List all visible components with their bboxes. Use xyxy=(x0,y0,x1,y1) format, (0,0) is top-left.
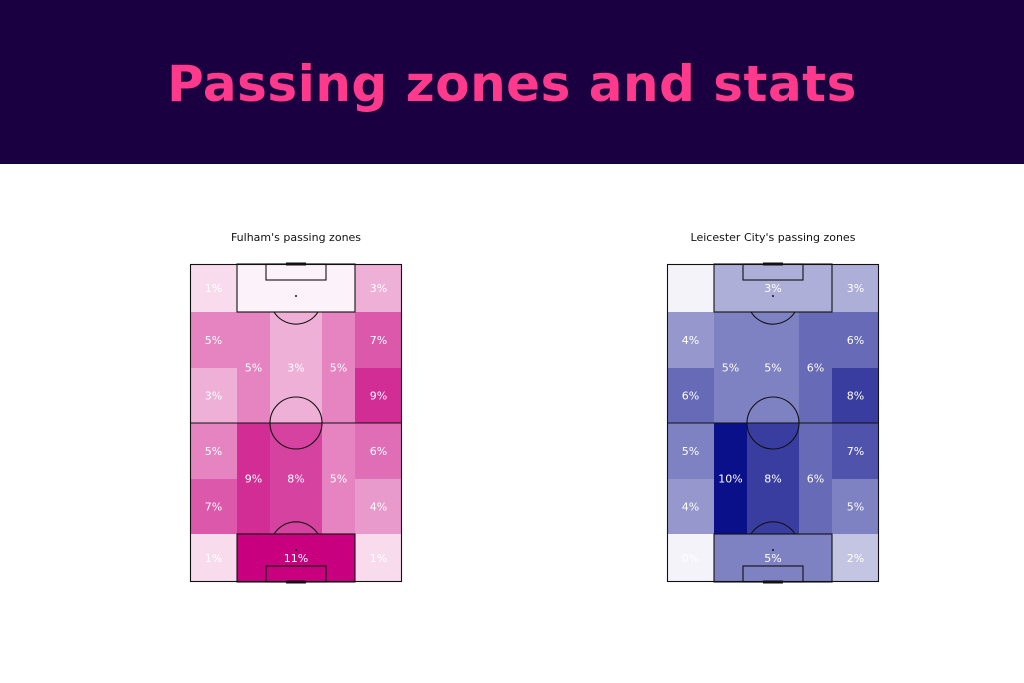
zone-cell-upper-right-wing xyxy=(355,312,402,368)
header-banner: Passing zones and stats xyxy=(0,0,1024,164)
zone-label-top-right-corner: 3% xyxy=(847,282,864,295)
leicester-passing-zones-heatmap: 3% 3% 4% 6% 5% 5% 6% 6% 8% 5% 4% 10% 8% 6% 7% 5% 0% 5% 2% xyxy=(666,262,880,584)
zone-label-right-wing-attacking-lower: 5% xyxy=(847,501,864,514)
top-penalty-spot xyxy=(772,295,774,297)
bottom-penalty-spot xyxy=(295,549,297,551)
fulham-chart-title: Fulham's passing zones xyxy=(230,231,362,244)
zone-cell-left-halfspace-defensive-half xyxy=(237,312,270,423)
zone-label-right-halfspace-attacking-half: 6% xyxy=(807,473,824,486)
zone-cell-bottom-right-corner xyxy=(355,534,402,582)
zone-cell-lower-left-wing xyxy=(667,368,714,423)
zone-cell-right-wing-attacking-lower xyxy=(832,479,879,534)
zone-cell-left-wing-attacking-upper xyxy=(190,423,237,479)
zone-cell-top-box xyxy=(714,264,832,312)
zone-label-left-wing-attacking-upper: 5% xyxy=(205,445,222,458)
zone-cell-right-wing-attacking-upper xyxy=(832,423,879,479)
zone-cell-bottom-left-corner xyxy=(190,534,237,582)
zone-label-upper-left-wing: 4% xyxy=(682,334,699,347)
page-title: Passing zones and stats xyxy=(167,55,857,113)
zone-label-bottom-left-corner: 1% xyxy=(205,552,222,565)
zone-label-lower-right-wing: 8% xyxy=(847,390,864,403)
zone-label-right-wing-attacking-upper: 6% xyxy=(370,445,387,458)
zone-label-right-halfspace-defensive-half: 6% xyxy=(807,362,824,375)
zone-label-left-halfspace-defensive-half: 5% xyxy=(722,362,739,375)
zone-label-bottom-left-corner: 0% xyxy=(682,552,699,565)
zone-cell-centre-attacking-half xyxy=(270,423,322,534)
top-penalty-spot xyxy=(295,295,297,297)
zone-cell-top-right-corner xyxy=(832,264,879,312)
pitch-markings xyxy=(189,262,403,584)
zone-cell-top-left-corner xyxy=(190,264,237,312)
zone-label-left-halfspace-defensive-half: 5% xyxy=(245,362,262,375)
zone-cell-bottom-left-corner xyxy=(667,534,714,582)
top-penalty-arc xyxy=(750,311,796,325)
zone-label-centre-defensive-half: 3% xyxy=(287,362,304,375)
zone-label-centre-attacking-half: 8% xyxy=(764,473,781,486)
zone-cell-upper-left-wing xyxy=(190,312,237,368)
zone-cell-lower-right-wing xyxy=(355,368,402,423)
zone-label-right-halfspace-attacking-half: 5% xyxy=(330,473,347,486)
bottom-penalty-arc xyxy=(750,521,796,535)
zone-cell-left-halfspace-attacking-half xyxy=(714,423,747,534)
zone-cell-right-halfspace-attacking-half xyxy=(322,423,355,534)
zone-cell-left-wing-attacking-lower xyxy=(667,479,714,534)
centre-circle xyxy=(746,396,800,450)
zone-cell-upper-right-wing xyxy=(832,312,879,368)
zone-cell-right-wing-attacking-lower xyxy=(355,479,402,534)
zone-cell-right-wing-attacking-upper xyxy=(355,423,402,479)
top-penalty-arc xyxy=(273,311,319,325)
zone-label-upper-left-wing: 5% xyxy=(205,334,222,347)
zone-label-top-left-corner: 1% xyxy=(205,282,222,295)
zone-label-top-box: 3% xyxy=(764,282,781,295)
zone-cell-bottom-box xyxy=(714,534,832,582)
zone-cell-top-box xyxy=(237,264,355,312)
zone-label-upper-right-wing: 7% xyxy=(370,334,387,347)
zone-cell-centre-attacking-half xyxy=(747,423,799,534)
zone-label-centre-defensive-half: 5% xyxy=(764,362,781,375)
pitch-markings xyxy=(666,262,880,584)
zone-label-right-halfspace-defensive-half: 5% xyxy=(330,362,347,375)
zone-cell-left-wing-attacking-upper xyxy=(667,423,714,479)
zone-label-upper-right-wing: 6% xyxy=(847,334,864,347)
zone-cell-left-wing-attacking-lower xyxy=(190,479,237,534)
zone-label-bottom-box: 5% xyxy=(764,552,781,565)
zone-label-left-wing-attacking-lower: 4% xyxy=(682,501,699,514)
zone-label-centre-attacking-half: 8% xyxy=(287,473,304,486)
zone-cell-top-right-corner xyxy=(355,264,402,312)
zone-label-lower-left-wing: 6% xyxy=(682,390,699,403)
zone-label-left-wing-attacking-upper: 5% xyxy=(682,445,699,458)
zone-cell-right-halfspace-defensive-half xyxy=(799,312,832,423)
leicester-chart-title: Leicester City's passing zones xyxy=(690,231,856,244)
zone-label-top-right-corner: 3% xyxy=(370,282,387,295)
zone-cell-lower-right-wing xyxy=(832,368,879,423)
zone-label-bottom-right-corner: 2% xyxy=(847,552,864,565)
zone-label-left-wing-attacking-lower: 7% xyxy=(205,501,222,514)
zone-label-lower-left-wing: 3% xyxy=(205,390,222,403)
centre-circle xyxy=(269,396,323,450)
bottom-penalty-spot xyxy=(772,549,774,551)
fulham-passing-zones-heatmap: 1% 3% 5% 3% 5% 3% 5% 7% 9% 5% 7% 9% 8% 5% 6% 4% 1% 11% 1% xyxy=(189,262,403,584)
zone-cell-top-left-corner xyxy=(667,264,714,312)
zone-label-right-wing-attacking-lower: 4% xyxy=(370,501,387,514)
zone-label-lower-right-wing: 9% xyxy=(370,390,387,403)
zone-cell-right-halfspace-attacking-half xyxy=(799,423,832,534)
zone-label-bottom-box: 11% xyxy=(284,552,308,565)
zone-cell-bottom-right-corner xyxy=(832,534,879,582)
zone-cell-bottom-box xyxy=(237,534,355,582)
zone-cell-left-halfspace-defensive-half xyxy=(714,312,747,423)
zone-label-left-halfspace-attacking-half: 9% xyxy=(245,473,262,486)
zone-cell-centre-defensive-half xyxy=(747,312,799,423)
zone-cell-lower-left-wing xyxy=(190,368,237,423)
zone-cell-left-halfspace-attacking-half xyxy=(237,423,270,534)
zone-label-bottom-right-corner: 1% xyxy=(370,552,387,565)
zone-label-right-wing-attacking-upper: 7% xyxy=(847,445,864,458)
zone-cell-right-halfspace-defensive-half xyxy=(322,312,355,423)
zone-cell-centre-defensive-half xyxy=(270,312,322,423)
zone-label-left-halfspace-attacking-half: 10% xyxy=(718,473,742,486)
bottom-penalty-arc xyxy=(273,521,319,535)
zone-cell-upper-left-wing xyxy=(667,312,714,368)
